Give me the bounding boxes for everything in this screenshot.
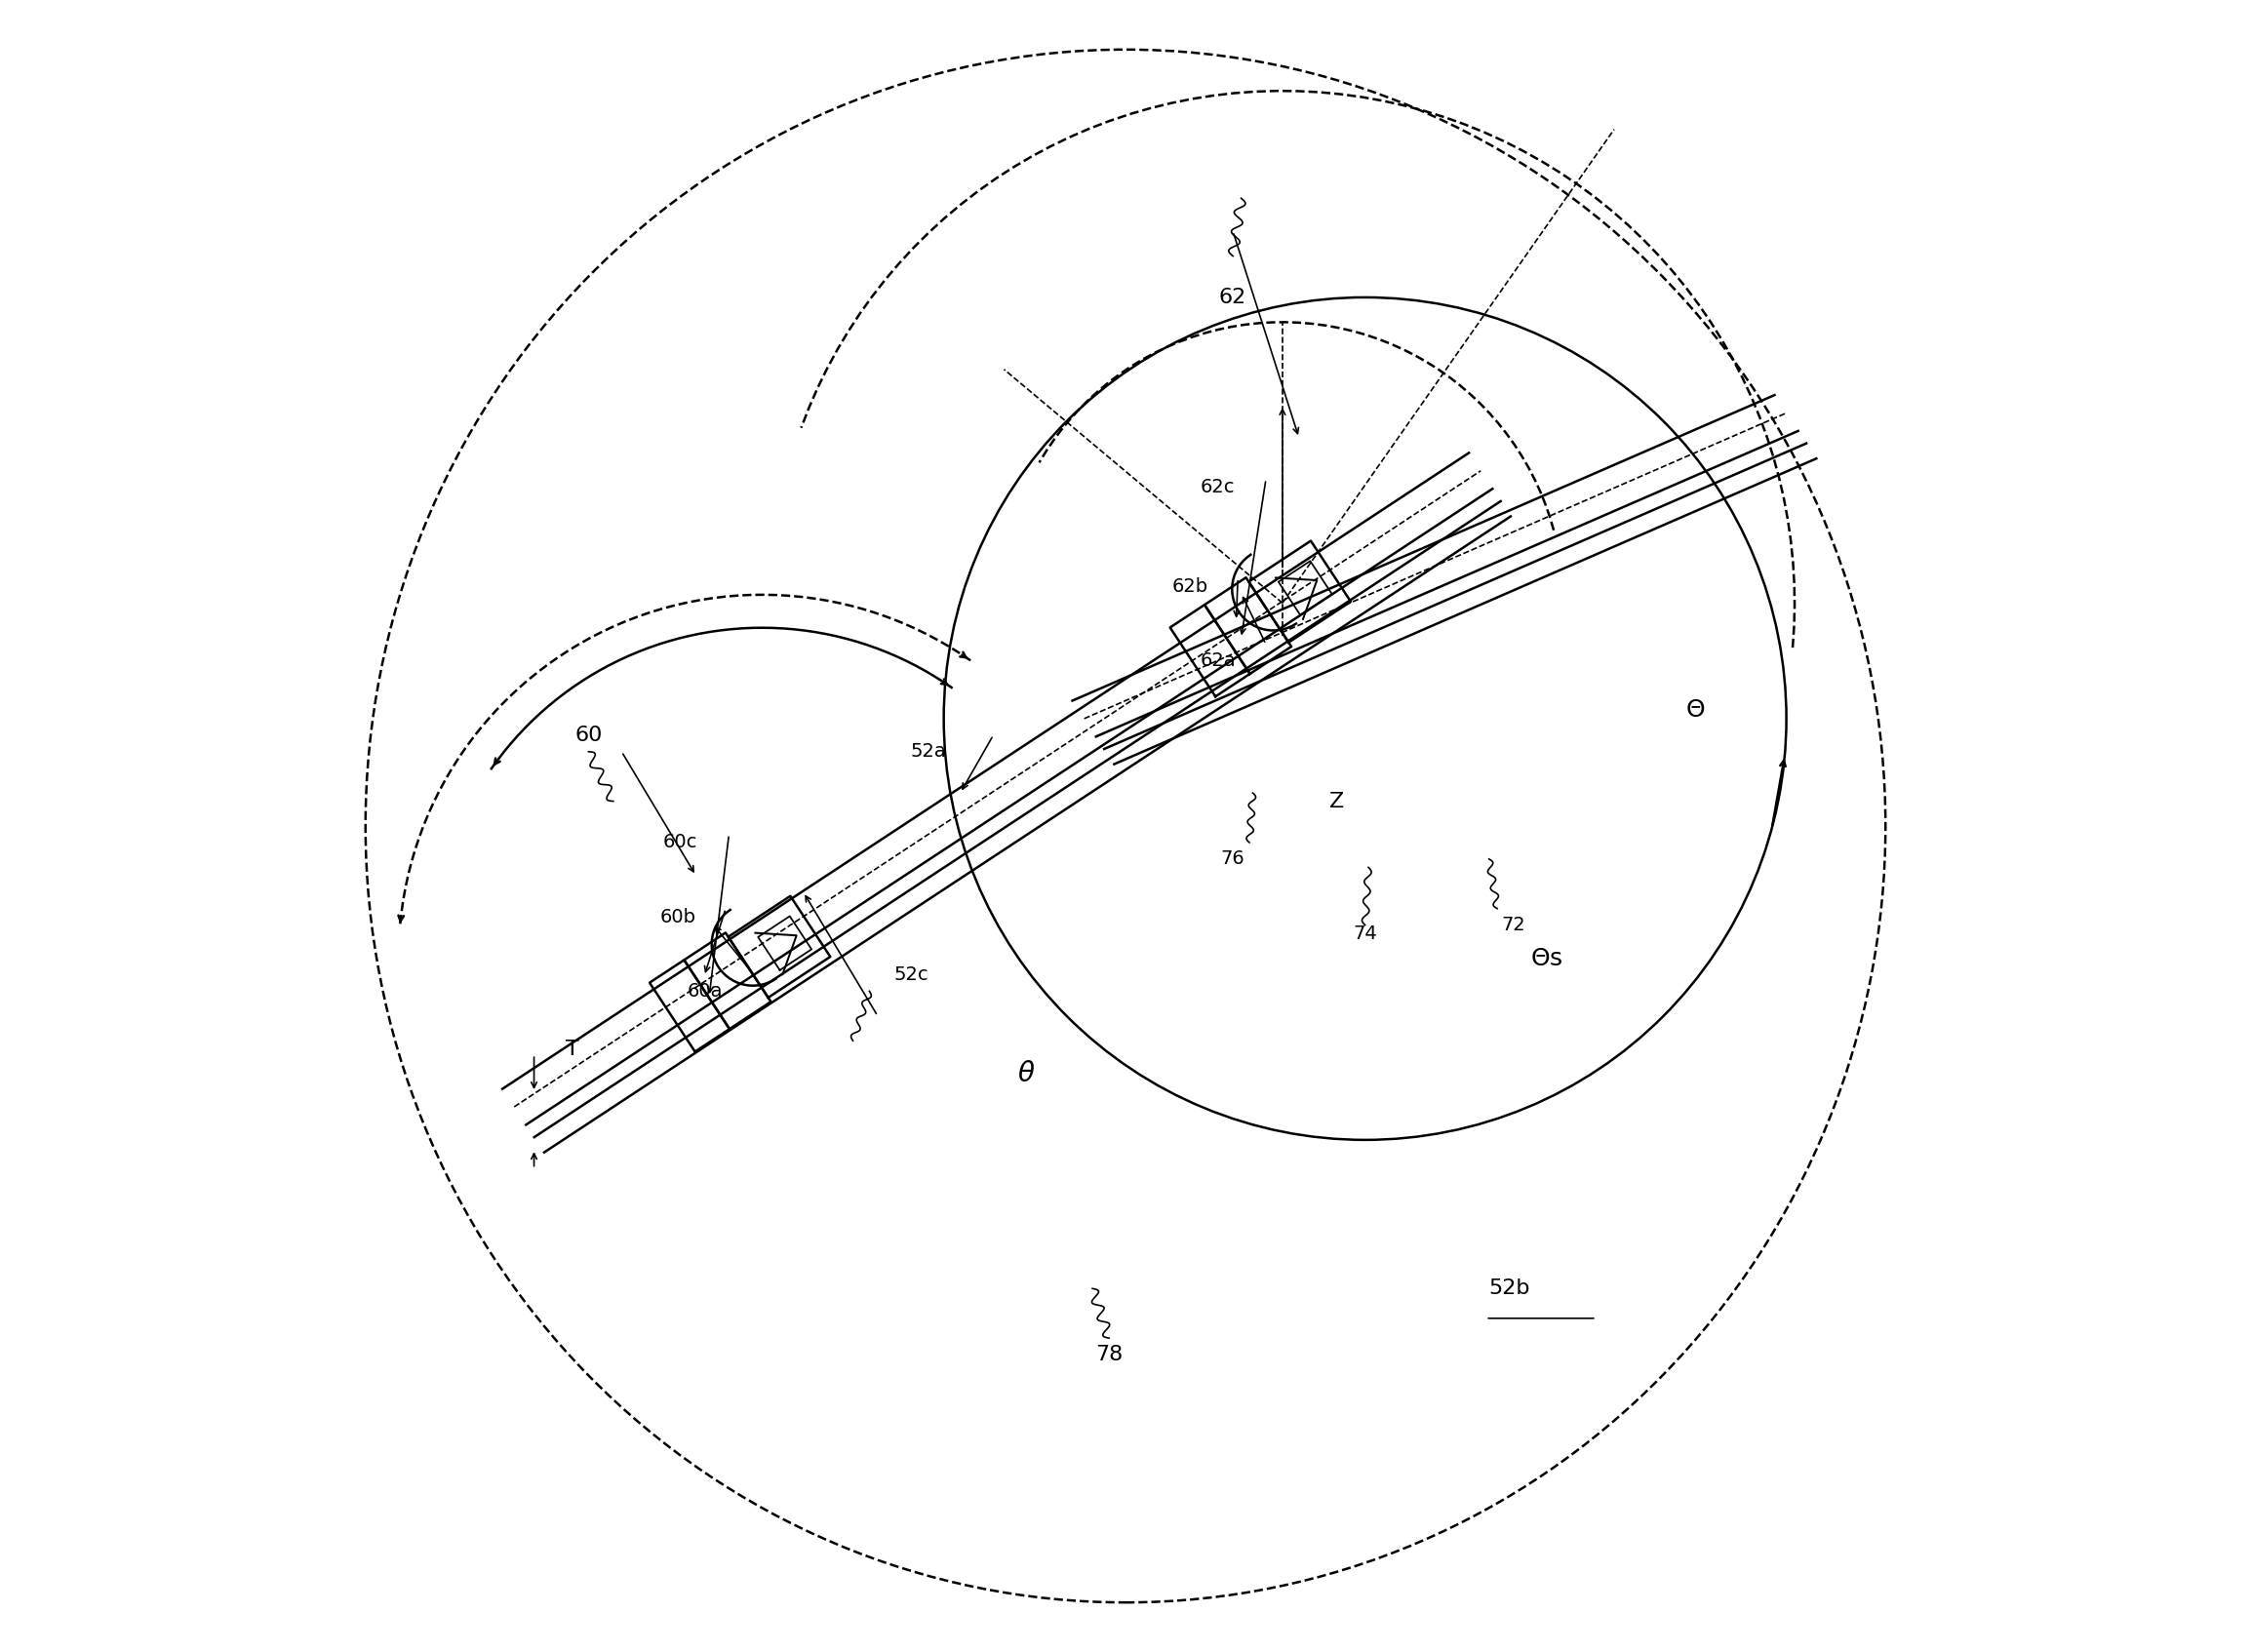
Text: 52b: 52b <box>1488 1279 1531 1298</box>
Text: 76: 76 <box>1220 849 1245 869</box>
Text: 62: 62 <box>1220 287 1247 307</box>
Text: $\Theta$s: $\Theta$s <box>1531 947 1562 970</box>
Text: 72: 72 <box>1501 915 1526 935</box>
Text: 52c: 52c <box>894 965 930 985</box>
Text: Z: Z <box>1330 791 1344 811</box>
Text: 62c: 62c <box>1200 477 1234 497</box>
Text: 74: 74 <box>1353 923 1378 943</box>
Text: 62b: 62b <box>1173 577 1209 596</box>
Text: 60a: 60a <box>687 981 723 1001</box>
Text: $\theta$: $\theta$ <box>1017 1061 1035 1087</box>
Text: 60c: 60c <box>662 833 698 852</box>
Text: 78: 78 <box>1096 1345 1123 1365</box>
Text: $\Theta$: $\Theta$ <box>1686 699 1706 722</box>
Text: 60: 60 <box>574 725 603 745</box>
Text: 52a: 52a <box>912 742 948 762</box>
Text: 62a: 62a <box>1200 651 1236 671</box>
Text: 60b: 60b <box>660 907 696 927</box>
Text: T: T <box>565 1039 579 1059</box>
